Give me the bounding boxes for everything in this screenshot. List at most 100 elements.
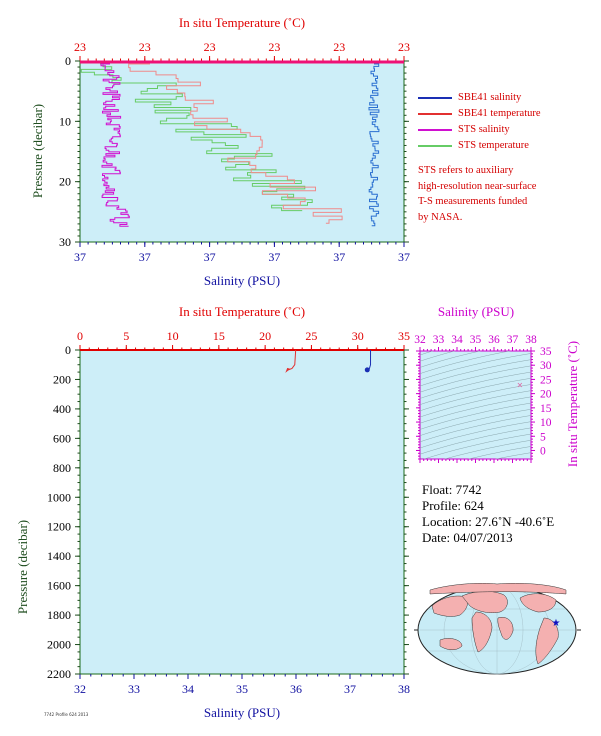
bottom-pressure-axis-title: Pressure (decibar)	[15, 520, 30, 614]
bottom-salinity-tick-label: 38	[398, 682, 410, 696]
legend-label: STS temperature	[458, 140, 529, 151]
legend-item-sbe41-salinity: SBE41 salinity	[418, 90, 541, 106]
bottom-pressure-tick-label: 400	[53, 402, 71, 416]
bottom-temperature-end-marker	[285, 367, 291, 373]
bottom-temp-axis-title: In situ Temperature (˚C)	[179, 304, 305, 319]
bottom-pressure-tick-label: 1400	[47, 549, 71, 563]
location-map: ★	[414, 583, 581, 675]
ts-isopycnal	[420, 421, 531, 449]
sbe41-temperature-line	[128, 63, 343, 224]
ts-isopycnal	[420, 408, 531, 436]
ts-isopycnal	[420, 371, 531, 399]
ts-salinity-tick-label: 33	[433, 334, 445, 346]
note-line: T-S measurements funded	[418, 196, 528, 207]
ts-isopycnal	[420, 377, 531, 405]
top-temp-axis-title: In situ Temperature (˚C)	[179, 15, 305, 30]
ts-isopycnal	[420, 390, 531, 418]
top-pressure-tick-label: 20	[59, 175, 71, 189]
ts-salinity-tick-label: 36	[488, 334, 500, 346]
legend-label: SBE41 temperature	[458, 108, 541, 119]
float-id: Float: 7742	[422, 482, 482, 497]
top-salinity-tick-label: 37	[74, 250, 86, 264]
bottom-temp-tick-label: 30	[352, 329, 364, 343]
ts-isopycnal	[420, 402, 531, 430]
ts-temp-tick-label: 35	[540, 346, 552, 358]
sts-note: STS refers to auxiliary high-resolution …	[418, 163, 536, 225]
sts-salinity-line	[100, 63, 130, 227]
bottom-temp-ticks: 0 5 10 15 20 25 30 35	[77, 329, 410, 350]
top-salinity-tick-label: 37	[398, 250, 410, 264]
bottom-temp-tick-label: 10	[167, 329, 179, 343]
bottom-pressure-tick-label: 2000	[47, 638, 71, 652]
ts-point-marker: ×	[517, 380, 524, 389]
top-salinity-minor-ticks	[79, 242, 405, 245]
ts-isopycnal	[467, 446, 531, 459]
sbe41-salinity-line	[368, 63, 380, 227]
bottom-temp-tick-label: 15	[213, 329, 225, 343]
top-temp-tick-label: 23	[333, 40, 345, 54]
date: Date: 04/07/2013	[422, 530, 513, 545]
bottom-salinity-tick-label: 32	[74, 682, 86, 696]
bottom-salinity-axis-title: Salinity (PSU)	[204, 705, 280, 720]
float-star-marker: ★	[552, 618, 561, 629]
sts-temperature-line	[80, 63, 313, 212]
legend-swatch-sts-temperature	[418, 145, 452, 147]
note-line: STS refers to auxiliary	[418, 165, 514, 176]
top-temp-tick-label: 23	[204, 40, 216, 54]
ts-salinity-ticks: 32 33 34 35 36 37 38	[414, 334, 537, 463]
legend-item-sbe41-temperature: SBE41 temperature	[418, 106, 541, 122]
footer-text: 7742 Profile 624 2013	[44, 712, 89, 717]
legend-swatch-sbe41-temperature	[418, 113, 452, 115]
bottom-temp-tick-label: 0	[77, 329, 83, 343]
bottom-pressure-tick-label: 200	[53, 372, 71, 386]
legend-swatch-sbe41-salinity	[418, 97, 452, 99]
bottom-pressure-tick-label: 2200	[47, 667, 71, 681]
top-pressure-ticks: 0 10 20 30	[59, 54, 409, 249]
top-salinity-ticks: 37 37 37 37 37 37	[74, 242, 410, 264]
top-salinity-tick-label: 37	[139, 250, 151, 264]
ts-isopycnal	[420, 396, 531, 424]
float-location-star: ★	[552, 618, 561, 629]
legend-item-sts-salinity: STS salinity	[418, 122, 541, 138]
location: Location: 27.6˚N -40.6˚E	[422, 514, 555, 529]
ts-isopycnal	[420, 359, 531, 387]
top-temp-ticks: 23 23 23 23 23 23	[74, 40, 410, 61]
bottom-salinity-tick-label: 34	[182, 682, 194, 696]
ts-isopycnal	[420, 351, 482, 368]
ts-density-contours	[420, 351, 531, 459]
bottom-salinity-ticks: 32 33 34 35 36 37 38	[74, 674, 410, 696]
ts-salinity-tick-label: 35	[470, 334, 482, 346]
bottom-temp-tick-label: 5	[123, 329, 129, 343]
top-plot: In situ Temperature (˚C) 23 23 23 23 23 23 37…	[30, 15, 410, 288]
legend: SBE41 salinity SBE41 temperature STS sal…	[418, 90, 541, 154]
bottom-salinity-end-marker	[364, 367, 370, 373]
bottom-sbe41-temperature-line	[288, 349, 297, 371]
top-salinity-tick-label: 37	[268, 250, 280, 264]
bottom-pressure-tick-label: 1600	[47, 579, 71, 593]
top-temp-tick-label: 23	[139, 40, 151, 54]
ts-salinity-tick-label: 32	[414, 334, 426, 346]
top-pressure-tick-label: 10	[59, 114, 71, 128]
ts-profile-point: ×	[517, 380, 524, 389]
bottom-salinity-tick-label: 37	[344, 682, 356, 696]
ts-isopycnal	[420, 415, 531, 443]
ts-isopycnal	[444, 439, 531, 459]
bottom-pressure-tick-label: 1800	[47, 608, 71, 622]
bottom-temp-tick-label: 25	[305, 329, 317, 343]
ts-temp-tick-label: 20	[540, 389, 552, 401]
bottom-temp-tick-label: 35	[398, 329, 410, 343]
ts-isopycnal	[420, 427, 531, 455]
ts-isopycnal	[420, 384, 531, 412]
ts-salinity-tick-label: 37	[507, 334, 519, 346]
ts-isopycnal	[420, 353, 531, 381]
bottom-plot-area	[79, 349, 405, 675]
bottom-salinity-tick-label: 35	[236, 682, 248, 696]
top-pressure-tick-label: 30	[59, 235, 71, 249]
map-land	[429, 583, 567, 665]
ts-isopycnal	[420, 365, 531, 393]
bottom-pressure-tick-label: 800	[53, 461, 71, 475]
ts-temp-tick-label: 15	[540, 403, 552, 415]
ts-diagram: Salinity (PSU) 32 33 34 35 36 37 38 0 5 10 15 20 25…	[414, 304, 580, 467]
ts-temp-ticks: 0 5 10 15 20 25 30 35	[416, 346, 552, 460]
